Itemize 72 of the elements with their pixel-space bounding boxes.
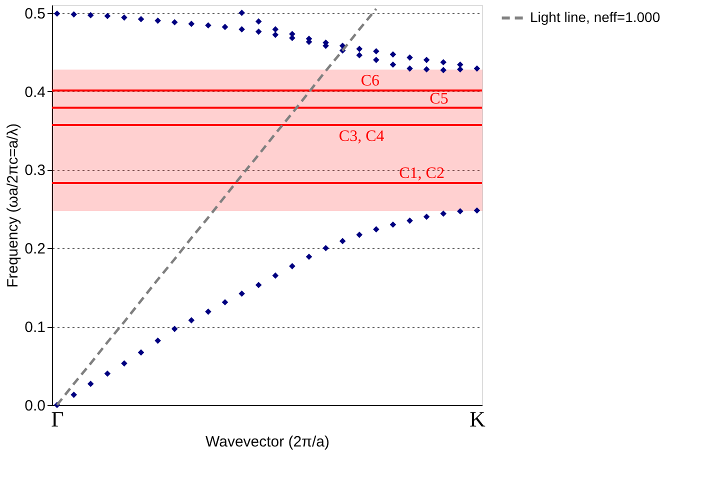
- point: [255, 18, 262, 25]
- point: [474, 65, 480, 72]
- point: [474, 207, 480, 214]
- point: [406, 65, 413, 72]
- legend-label: Light line, neff=1.000: [530, 9, 660, 25]
- point: [440, 59, 447, 66]
- y-axis-title: Frequency (ωa/2πc=a/λ): [4, 123, 22, 288]
- point: [373, 48, 380, 54]
- point: [390, 221, 396, 228]
- point: [104, 12, 111, 20]
- point: [457, 66, 464, 72]
- point: [154, 18, 161, 24]
- x-tick-label: K: [470, 406, 486, 432]
- point: [406, 218, 413, 224]
- point: [238, 290, 245, 297]
- y-tick-label: 0.5: [24, 5, 46, 22]
- point: [222, 24, 228, 30]
- point: [188, 317, 195, 324]
- point: [121, 14, 128, 21]
- point: [70, 11, 77, 18]
- point: [457, 208, 464, 214]
- point: [121, 360, 128, 367]
- point: [423, 214, 430, 220]
- point: [104, 370, 111, 377]
- point: [373, 56, 380, 64]
- ref-line-label: C5: [430, 90, 448, 108]
- point: [205, 308, 212, 315]
- y-tick-label: 0.0: [24, 398, 46, 414]
- point: [138, 349, 144, 356]
- point: [54, 10, 60, 17]
- point: [272, 272, 279, 279]
- y-tick-label: 0.4: [24, 84, 46, 101]
- ref-line-label: C6: [360, 72, 380, 90]
- ref-line-label: C3, C4: [338, 128, 384, 145]
- x-axis-title: Wavevector (2π/a): [206, 434, 330, 450]
- point: [423, 66, 430, 72]
- point: [154, 338, 161, 344]
- point: [406, 54, 413, 61]
- ref-line-label: C1, C2: [399, 165, 444, 182]
- point: [390, 51, 396, 58]
- point: [222, 299, 228, 306]
- point: [356, 52, 363, 58]
- point: [423, 56, 430, 64]
- point: [255, 28, 262, 35]
- x-tick-label: Γ: [51, 406, 64, 432]
- point: [87, 12, 94, 18]
- point: [390, 61, 396, 68]
- point: [272, 32, 279, 38]
- point: [289, 263, 296, 270]
- point: [272, 26, 279, 32]
- point: [356, 46, 363, 52]
- point: [87, 380, 94, 387]
- point: [255, 282, 262, 288]
- point: [339, 238, 346, 244]
- point: [171, 19, 178, 26]
- point: [356, 232, 363, 238]
- y-tick-label: 0.2: [24, 240, 46, 258]
- point: [373, 226, 380, 232]
- point: [138, 16, 144, 22]
- y-tick-label: 0.3: [24, 162, 46, 180]
- point: [322, 244, 329, 252]
- point: [171, 326, 178, 332]
- point: [457, 61, 464, 68]
- point: [205, 22, 212, 29]
- point: [188, 20, 195, 27]
- y-tick-label: 0.1: [24, 319, 46, 336]
- point: [238, 26, 245, 32]
- point: [306, 254, 312, 260]
- point: [440, 210, 447, 217]
- point: [70, 392, 77, 398]
- point: [440, 66, 447, 74]
- point: [238, 10, 245, 16]
